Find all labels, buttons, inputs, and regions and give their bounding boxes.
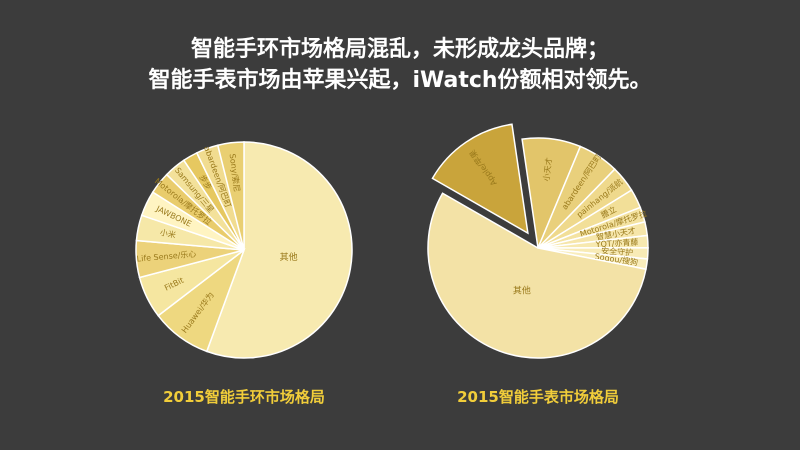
pie-slice-label: 其他 — [280, 251, 298, 263]
pie-slice-label: YQT/亦青藤 — [594, 237, 638, 249]
pie-slice-label: 安全守护 — [601, 246, 633, 258]
band-pie-caption: 2015智能手环市场格局 — [163, 388, 325, 406]
pie-slice — [427, 192, 647, 359]
pie-slice — [431, 123, 529, 235]
pie-slice-label: 小米 — [159, 227, 177, 240]
pie-slice — [205, 141, 353, 359]
pie-slice-label: 其他 — [513, 284, 531, 296]
watch-market-pie: Apple/苹果 小天才 abardeen/阿巴町painhang/派航謄立Moto… — [427, 123, 649, 359]
pie-slice-label: 小天才 — [541, 157, 554, 182]
headline: 智能手环市场格局混乱，未形成龙头品牌； 智能手表市场由苹果兴起，iWatch份额… — [0, 34, 800, 96]
pie-slice — [216, 141, 245, 251]
headline-line-1: 智能手环市场格局混乱，未形成龙头品牌； — [190, 37, 609, 62]
pie-slice-label: Sony/索尼 — [228, 153, 243, 192]
headline-line-2: 智能手表市场由苹果兴起，iWatch份额相对领先。 — [148, 68, 652, 93]
watch-pie-caption: 2015智能手表市场格局 — [457, 388, 619, 406]
